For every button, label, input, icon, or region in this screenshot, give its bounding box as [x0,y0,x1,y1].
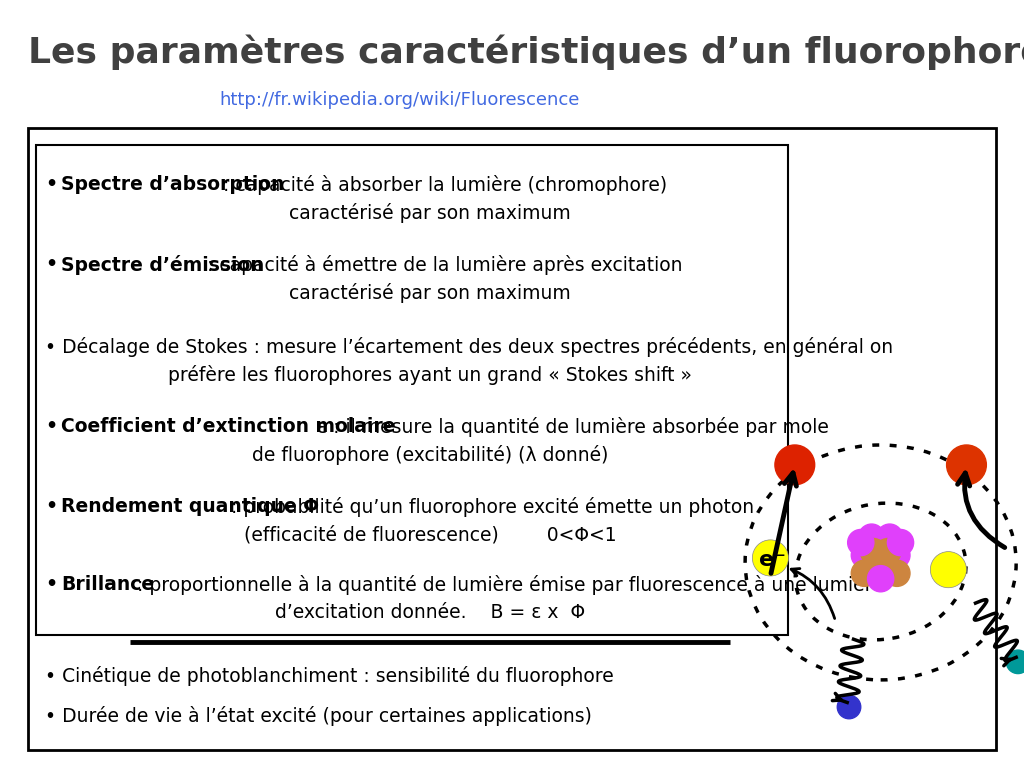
Circle shape [946,445,986,485]
Circle shape [877,524,903,550]
Circle shape [867,554,894,580]
Text: préfère les fluorophores ayant un grand « Stokes shift »: préfère les fluorophores ayant un grand … [168,365,692,385]
Text: •: • [45,418,57,436]
Text: Brillance: Brillance [61,575,155,594]
Circle shape [858,524,885,550]
Circle shape [1007,650,1024,674]
Circle shape [838,695,861,719]
Circle shape [753,540,788,576]
Circle shape [867,533,894,559]
Text: : proportionnelle à la quantité de lumière émise par fluorescence à une lumière: : proportionnelle à la quantité de lumiè… [131,575,884,595]
Text: de fluorophore (excitabilité) (λ donné): de fluorophore (excitabilité) (λ donné) [252,445,608,465]
Text: e⁻: e⁻ [759,550,785,570]
Bar [28,128,996,750]
Text: •: • [45,256,57,274]
Text: Spectre d’absorption: Spectre d’absorption [61,176,285,194]
Text: Coefficient d’extinction molaire: Coefficient d’extinction molaire [61,418,395,436]
Text: •: • [45,176,57,194]
Text: caractérisé par son maximum: caractérisé par son maximum [289,283,570,303]
Text: ε : il mesure la quantité de lumière absorbée par mole: ε : il mesure la quantité de lumière abs… [310,417,828,437]
Text: •: • [45,498,57,517]
Text: d’excitation donnée.    B = ε x  Φ: d’excitation donnée. B = ε x Φ [274,604,585,623]
Text: : probabilité qu’un fluorophore excité émette un photon: : probabilité qu’un fluorophore excité é… [225,497,754,517]
Circle shape [884,542,910,568]
Text: Spectre d’émission: Spectre d’émission [61,255,263,275]
Text: • Durée de vie à l’état excité (pour certaines applications): • Durée de vie à l’état excité (pour cer… [45,706,592,726]
Circle shape [851,542,878,568]
Text: (efficacité de fluorescence)        0<Φ<1: (efficacité de fluorescence) 0<Φ<1 [244,525,616,545]
Circle shape [888,529,913,556]
Text: •: • [45,575,57,594]
Circle shape [931,551,967,588]
Text: http://fr.wikipedia.org/wiki/Fluorescence: http://fr.wikipedia.org/wiki/Fluorescenc… [220,91,581,109]
Circle shape [775,445,815,485]
Text: : capacité à émettre de la lumière après excitation: : capacité à émettre de la lumière après… [202,255,683,275]
Circle shape [851,560,878,587]
Circle shape [860,538,887,564]
Circle shape [874,538,901,564]
Text: • Cinétique de photoblanchiment : sensibilité du fluorophore: • Cinétique de photoblanchiment : sensib… [45,666,613,686]
Text: : capacité à absorber la lumière (chromophore): : capacité à absorber la lumière (chromo… [217,175,667,195]
Circle shape [867,565,894,592]
Circle shape [884,560,910,587]
Text: • Décalage de Stokes : mesure l’écartement des deux spectres précédents, en géné: • Décalage de Stokes : mesure l’écarteme… [45,337,893,357]
Text: caractérisé par son maximum: caractérisé par son maximum [289,203,570,223]
Circle shape [848,529,873,556]
Text: Les paramètres caractéristiques d’un fluorophore :: Les paramètres caractéristiques d’un flu… [28,35,1024,70]
Bar [36,145,788,635]
Text: Rendement quantique Φ: Rendement quantique Φ [61,498,319,517]
